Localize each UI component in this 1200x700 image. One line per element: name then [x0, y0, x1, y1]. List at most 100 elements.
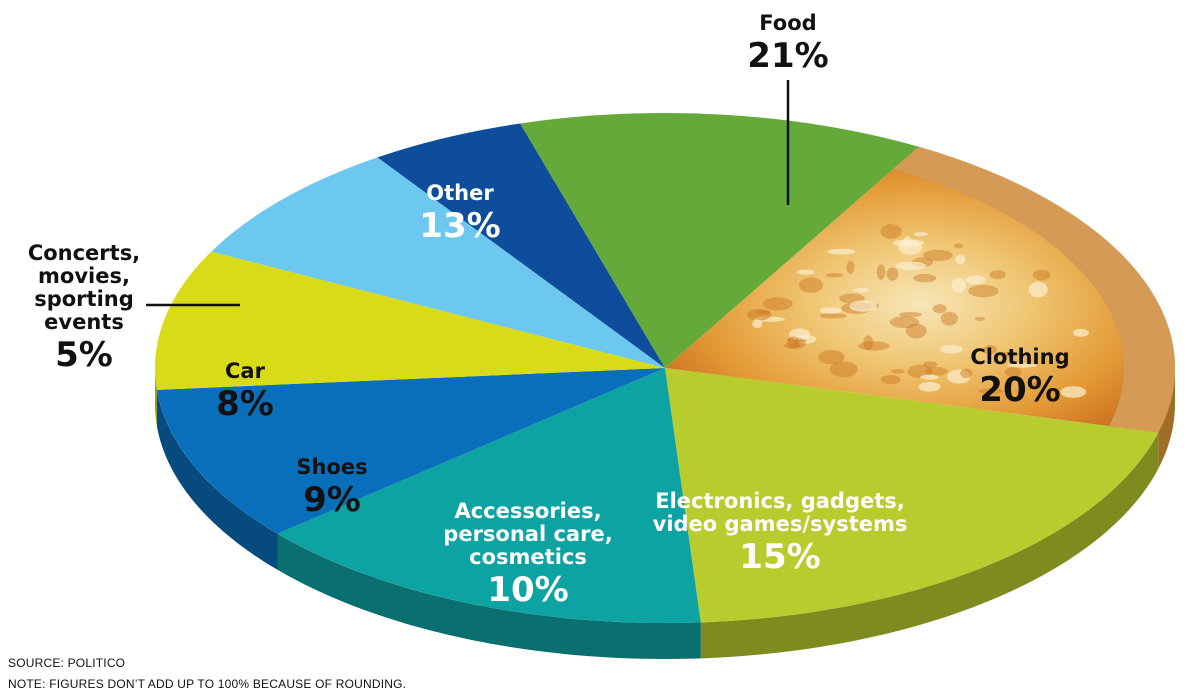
slice-label-concerts-movies-sporting-events: events: [44, 310, 124, 334]
slice-value-food: 21%: [747, 36, 828, 76]
slice-label-clothing: Clothing: [970, 345, 1069, 369]
cheese-speck: [923, 361, 938, 369]
slice-label-accessories-personal-care-cosmetics: personal care,: [443, 522, 612, 546]
cheese-speck: [989, 270, 1006, 280]
slice-value-concerts-movies-sporting-events: 5%: [55, 335, 113, 375]
cheese-speck: [1007, 363, 1038, 368]
cheese-speck: [905, 323, 927, 339]
cheese-speck: [965, 275, 986, 285]
cheese-speck: [752, 319, 763, 329]
cheese-speck: [925, 366, 948, 376]
side-shoes: [155, 363, 157, 426]
cheese-speck: [913, 232, 928, 237]
cheese-speck: [880, 375, 901, 385]
cheese-speck: [793, 338, 806, 349]
cheese-speck: [796, 269, 815, 275]
cheese-speck: [789, 328, 811, 341]
slice-electronics-gadgets-video-games-systems: [277, 368, 701, 623]
side-food: [1158, 366, 1175, 469]
cheese-speck: [974, 316, 985, 321]
source-note: SOURCE: POLITICO: [8, 656, 126, 670]
cheese-speck: [895, 261, 927, 271]
cheese-speck: [1060, 386, 1087, 398]
slice-label-concerts-movies-sporting-events: movies,: [38, 264, 130, 288]
cheese-speck: [1072, 328, 1089, 337]
cheese-speck: [829, 361, 858, 378]
cheese-speck: [754, 309, 771, 315]
cheese-speck: [968, 284, 999, 298]
cheese-speck: [955, 254, 966, 265]
slice-label-electronics-gadgets-video-games-systems: Electronics, gadgets,: [655, 489, 904, 513]
slice-label-concerts-movies-sporting-events: sporting: [34, 287, 134, 311]
slice-label-accessories-personal-care-cosmetics: cosmetics: [469, 545, 587, 569]
slice-accessories-personal-care-cosmetics: [156, 368, 665, 534]
cheese-speck: [853, 288, 870, 293]
rounding-note: NOTE: FIGURES DON’T ADD UP TO 100% BECAU…: [8, 677, 407, 691]
side-electronics-gadgets-video-games-systems: [277, 533, 701, 659]
cheese-speck: [940, 311, 959, 326]
cheese-speck: [889, 316, 920, 329]
cheese-speck: [978, 388, 1003, 395]
side-clothing: [700, 432, 1159, 659]
label-electronics-gadgets-video-games-systems: Electronics, gadgets,video games/systems…: [653, 489, 908, 577]
slice-label-concerts-movies-sporting-events: Concerts,: [28, 241, 140, 265]
cheese-speck: [923, 249, 953, 261]
cheese-speck: [951, 277, 967, 293]
cheese-speck: [827, 248, 856, 255]
cheese-speck: [932, 304, 947, 314]
cheese-speck: [819, 313, 847, 319]
slice-label-shoes: Shoes: [296, 455, 367, 479]
slice-label-other: Other: [426, 181, 494, 205]
cheese-speck: [819, 307, 842, 314]
cheese-speck: [954, 243, 963, 249]
cheese-speck: [762, 297, 793, 311]
slice-other: [520, 113, 919, 369]
cheese-speck: [880, 224, 902, 239]
slice-label-car: Car: [225, 359, 266, 383]
cheese-speck: [1031, 381, 1042, 389]
cheese-speck: [890, 369, 905, 374]
cheese-speck: [746, 308, 772, 321]
cheese-speck: [1032, 269, 1051, 281]
cheese-speck: [753, 316, 785, 322]
slice-value-electronics-gadgets-video-games-systems: 15%: [739, 537, 820, 577]
cheese-speck: [892, 239, 925, 247]
slice-label-food: Food: [759, 11, 816, 35]
slice-value-clothing: 20%: [979, 370, 1060, 410]
slice-concerts-movies-sporting-events: [377, 123, 665, 368]
slice-label-accessories-personal-care-cosmetics: Accessories,: [454, 499, 601, 523]
cheese-speck: [983, 344, 997, 355]
cheese-speck: [940, 344, 963, 354]
cheese-speck: [907, 364, 933, 379]
cheese-speck: [798, 277, 824, 293]
cheese-speck: [825, 273, 844, 278]
cheese-speck: [818, 349, 845, 365]
cheese-speck: [886, 267, 899, 281]
slice-car: [211, 157, 665, 368]
slice-value-car: 8%: [216, 384, 274, 424]
cheese-speck: [997, 351, 1020, 358]
slice-value-other: 13%: [419, 206, 500, 246]
cheese-speck: [876, 264, 886, 280]
cheese-speck: [947, 369, 971, 384]
cheese-speck: [783, 342, 801, 349]
slice-clothing: [665, 368, 1159, 623]
cheese-speck: [899, 311, 922, 318]
pizza-crust: [893, 146, 1175, 433]
cheese-speck: [920, 374, 939, 380]
cheese-speck: [1004, 367, 1022, 377]
cheese-speck: [960, 368, 973, 379]
slice-label-electronics-gadgets-video-games-systems: video games/systems: [653, 512, 908, 536]
slice-shoes: [155, 251, 666, 390]
slice-value-accessories-personal-care-cosmetics: 10%: [487, 570, 568, 610]
slice-value-shoes: 9%: [303, 480, 361, 520]
cheese-speck: [857, 341, 890, 351]
cheese-speck: [846, 260, 855, 274]
